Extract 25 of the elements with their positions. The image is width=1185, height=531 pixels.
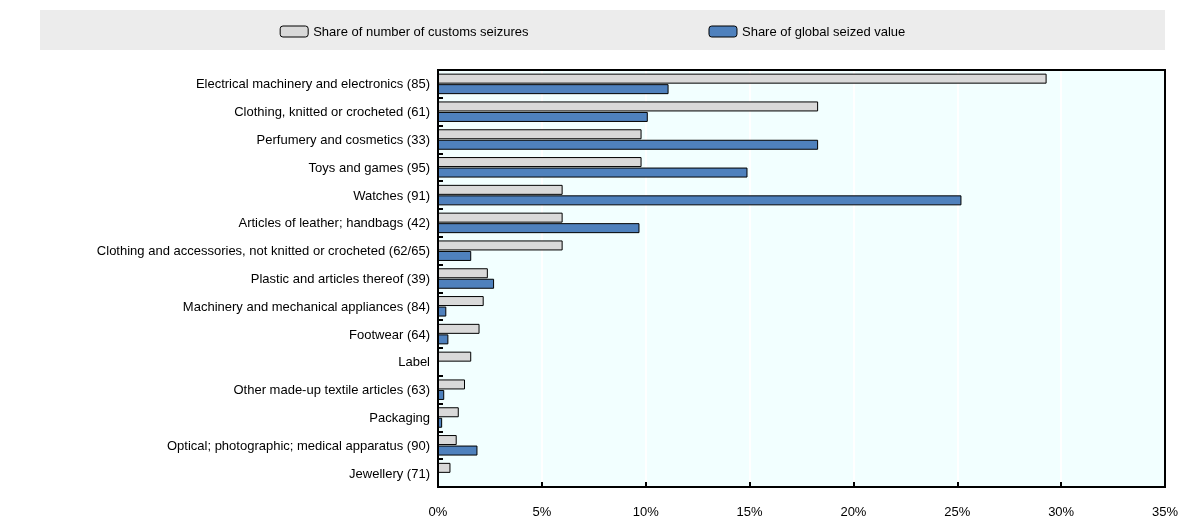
y-tick-label: Optical; photographic; medical apparatus (90) xyxy=(166,437,430,453)
y-tick-label: Clothing, knitted or crocheted (61) xyxy=(234,104,430,120)
legend-label: Share of number of customs seizures xyxy=(313,24,529,39)
y-tick-label: Perfumery and cosmetics (33) xyxy=(256,132,430,147)
y-tick-label: Label xyxy=(398,354,431,370)
y-tick-label: Electrical machinery and electronics (85) xyxy=(195,76,430,92)
y-tick-label: Other made-up textile articles (63) xyxy=(233,382,430,398)
x-tick-label: 10% xyxy=(632,504,660,519)
y-tick-label: Machinery and mechanical appliances (84) xyxy=(182,298,430,314)
y-tick-label: Clothing and accessories, not knitted or crocheted (62/65) xyxy=(96,243,430,259)
y-tick-label: Articles of leather; handbags (42) xyxy=(238,215,430,231)
x-tick-label: 35% xyxy=(1151,504,1179,519)
x-tick-label: 5% xyxy=(532,504,552,519)
y-tick-label: Footwear (64) xyxy=(349,326,430,342)
y-tick-label: Plastic and articles thereof (39) xyxy=(250,271,430,286)
x-tick-label: 20% xyxy=(840,504,867,519)
x-tick-label: 25% xyxy=(944,504,971,519)
x-tick-label: 30% xyxy=(1048,504,1075,519)
x-tick-label: 15% xyxy=(736,504,764,519)
y-tick-label: Toys and games (95) xyxy=(308,159,430,175)
y-tick-label: Packaging xyxy=(369,410,430,425)
y-tick-label: Jewellery (71) xyxy=(349,465,430,481)
y-tick-label: Watches (91) xyxy=(353,187,430,203)
legend-label: Share of global seized value xyxy=(741,24,906,39)
x-tick-label: 0% xyxy=(428,504,448,519)
